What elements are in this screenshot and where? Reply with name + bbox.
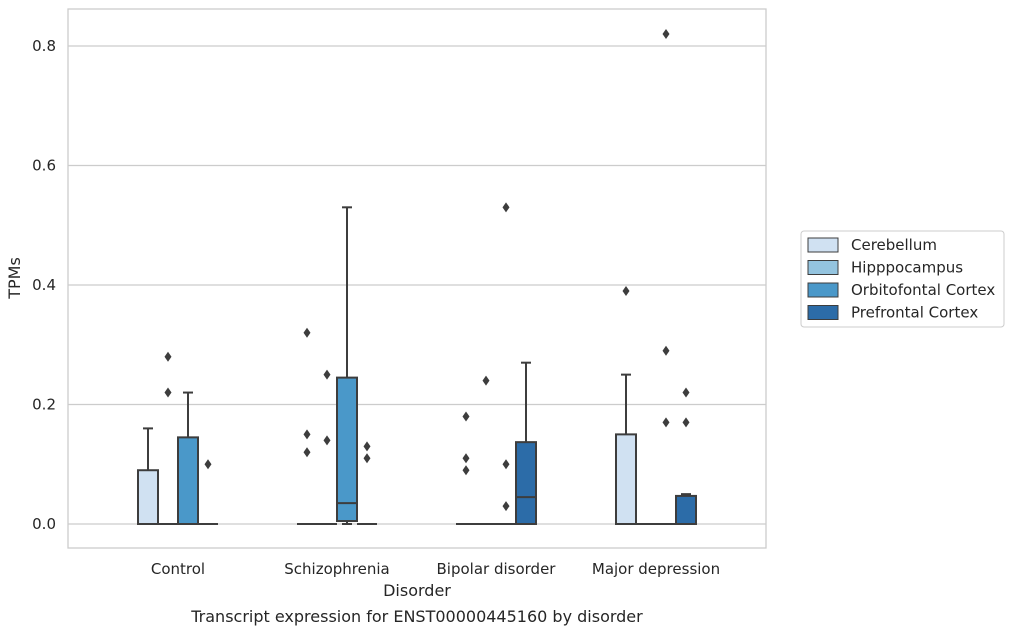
y-tick-label: 0.0 bbox=[32, 515, 56, 533]
box-body bbox=[515, 441, 537, 525]
box-orbitofontal-cortex bbox=[496, 202, 516, 525]
figure-caption: Transcript expression for ENST0000044516… bbox=[190, 607, 643, 626]
legend-label: Cerebellum bbox=[851, 236, 937, 254]
x-tick-label: Bipolar disorder bbox=[437, 560, 557, 578]
x-axis-title: Disorder bbox=[383, 581, 451, 600]
legend-label: Hipppocampus bbox=[851, 259, 963, 277]
box-body bbox=[675, 494, 697, 526]
outlier-point bbox=[323, 369, 331, 380]
box-body bbox=[336, 376, 358, 523]
legend-frame bbox=[800, 230, 1005, 328]
outlier-point bbox=[363, 453, 371, 464]
legend-label: Prefrontal Cortex bbox=[851, 304, 978, 322]
gridlines bbox=[68, 45, 766, 525]
box-prefrontal-cortex bbox=[675, 387, 697, 526]
outlier-point bbox=[303, 327, 311, 338]
outlier-point bbox=[662, 345, 670, 356]
outlier-point bbox=[482, 375, 490, 386]
box-body bbox=[177, 436, 199, 525]
legend-swatch bbox=[807, 237, 839, 253]
outlier-point bbox=[682, 417, 690, 428]
box-body bbox=[137, 469, 159, 526]
box-orbitofontal-cortex bbox=[177, 391, 199, 525]
box-cerebellum bbox=[137, 427, 159, 526]
x-tick-label: Major depression bbox=[592, 560, 720, 578]
outlier-point bbox=[622, 285, 630, 296]
outlier-point bbox=[502, 459, 510, 470]
y-axis-ticks: 0.0 0.2 0.4 0.6 0.8 bbox=[32, 37, 56, 533]
legend-swatch bbox=[807, 282, 839, 298]
box-cerebellum bbox=[456, 411, 476, 525]
legend-label: Orbitofontal Cortex bbox=[851, 281, 995, 299]
outlier-point bbox=[303, 447, 311, 458]
y-tick-label: 0.4 bbox=[32, 276, 56, 294]
legend-swatch bbox=[807, 260, 839, 275]
outlier-point bbox=[303, 429, 311, 440]
outlier-point bbox=[462, 453, 470, 464]
outlier-point bbox=[502, 501, 510, 512]
x-tick-label: Control bbox=[151, 560, 205, 578]
box-orbitofontal-cortex bbox=[336, 206, 358, 525]
legend: Cerebellum Hipppocampus Orbitofontal Corte… bbox=[800, 230, 1005, 328]
y-tick-label: 0.2 bbox=[32, 396, 56, 414]
outlier-point bbox=[662, 29, 670, 40]
box-cerebellum bbox=[297, 327, 317, 525]
y-axis-title: TPMs bbox=[5, 257, 24, 300]
box-prefrontal-cortex bbox=[198, 459, 218, 525]
box-hipppocampus bbox=[476, 375, 496, 525]
outlier-point bbox=[363, 441, 371, 452]
box-body bbox=[615, 433, 637, 525]
outlier-point bbox=[462, 465, 470, 476]
box-prefrontal-cortex bbox=[357, 441, 377, 525]
y-tick-label: 0.6 bbox=[32, 157, 56, 175]
x-tick-label: Schizophrenia bbox=[284, 560, 389, 578]
outlier-point bbox=[682, 387, 690, 398]
legend-swatch bbox=[807, 305, 839, 320]
y-tick-label: 0.8 bbox=[32, 37, 56, 55]
box-orbitofontal-cortex bbox=[656, 29, 676, 525]
outlier-point bbox=[204, 459, 212, 470]
box-prefrontal-cortex bbox=[515, 361, 537, 525]
box-hipppocampus bbox=[158, 351, 178, 525]
outlier-point bbox=[502, 202, 510, 213]
outlier-point bbox=[164, 387, 172, 398]
box-plot-area bbox=[137, 29, 697, 526]
outlier-point bbox=[662, 417, 670, 428]
x-axis-ticks: Control Schizophrenia Bipolar disorder Majo… bbox=[151, 560, 720, 578]
outlier-point bbox=[462, 411, 470, 422]
outlier-point bbox=[323, 435, 331, 446]
box-cerebellum bbox=[615, 285, 637, 525]
box-hipppocampus bbox=[317, 369, 337, 525]
outlier-point bbox=[164, 351, 172, 362]
plot-frame bbox=[67, 8, 767, 549]
